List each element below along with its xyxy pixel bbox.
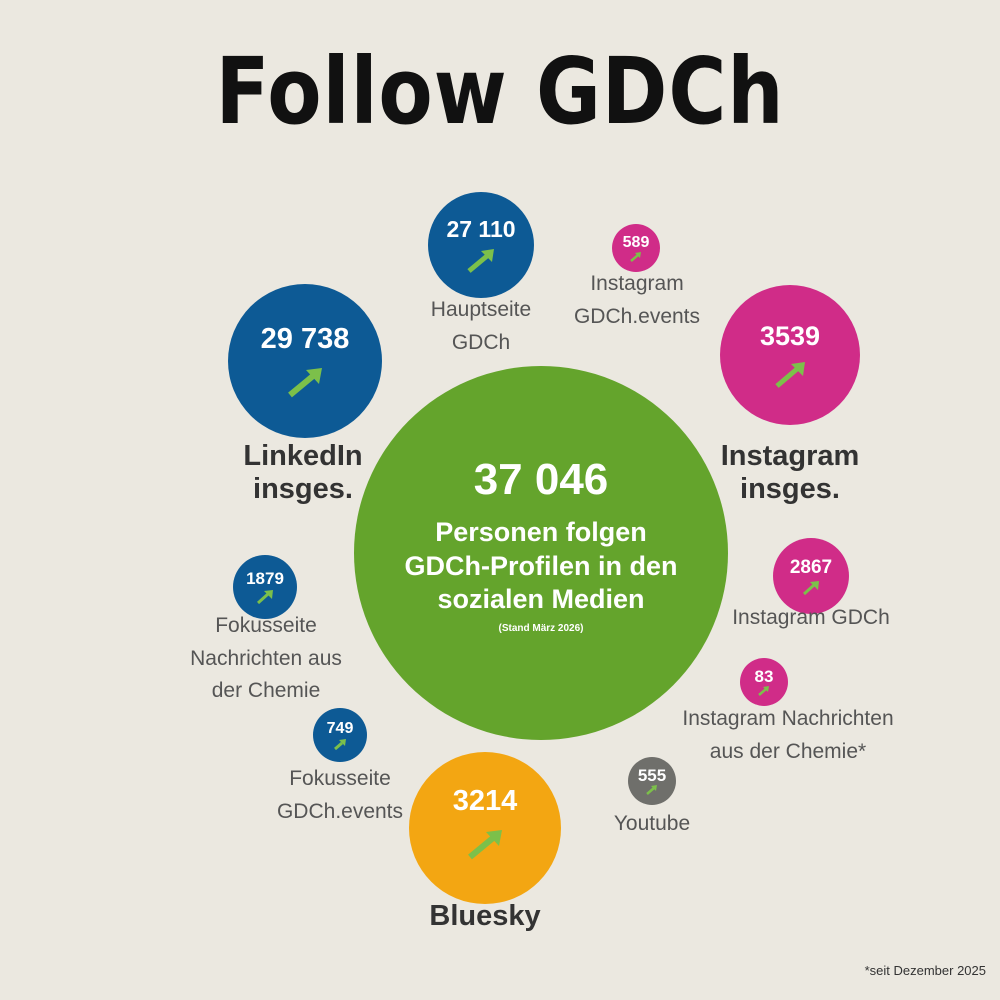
arrow-up-right-icon: [334, 738, 346, 750]
center-note: (Stand März 2026): [498, 623, 584, 635]
instagram-total-label: Instagram insges.: [720, 440, 860, 506]
youtube-label: Youtube: [613, 812, 691, 835]
instagram-events-label: Instagram GDCh.events: [573, 272, 701, 328]
instagram-total-value: 3539: [759, 320, 821, 351]
instagram-total-circle: 3539: [720, 285, 860, 425]
linkedin-total-label: LinkedIn insges.: [243, 440, 363, 506]
linkedin-events-circle: 749: [313, 708, 367, 762]
instagram-events-value: 589: [622, 233, 650, 251]
instagram-gdch-value: 2867: [789, 556, 833, 578]
linkedin-news-label: Fokusseite Nachrichten aus der Chemie: [190, 614, 342, 703]
linkedin-main-circle: 27 110: [428, 192, 534, 298]
center-text-line-3: sozialen Medien: [437, 584, 645, 615]
arrow-up-right-icon: [758, 686, 769, 696]
linkedin-main-value: 27 110: [446, 215, 516, 242]
footnote: *seit Dezember 2025: [864, 963, 986, 978]
arrow-up-right-icon: [288, 367, 322, 397]
arrow-up-right-icon: [468, 829, 502, 859]
bluesky-label: Bluesky: [429, 900, 541, 932]
center-text-line-2: GDCh-Profilen in den: [404, 550, 678, 581]
bluesky-circle: 3214: [409, 752, 561, 904]
linkedin-news-circle: 1879: [233, 555, 297, 619]
page-title: Follow GDCh: [215, 38, 785, 145]
linkedin-total-circle: 29 738: [228, 284, 382, 438]
instagram-news-circle: 83: [740, 658, 788, 706]
linkedin-events-label: Fokusseite GDCh.events: [276, 767, 404, 823]
center-text-line-1: Personen folgen: [435, 516, 647, 547]
arrow-up-right-icon: [630, 251, 641, 262]
arrow-up-right-icon: [256, 590, 273, 604]
arrow-up-right-icon: [467, 248, 494, 273]
linkedin-news-value: 1879: [246, 569, 284, 588]
instagram-gdch-label: Instagram GDCh: [732, 606, 890, 629]
youtube-circle: 555: [628, 757, 676, 805]
instagram-news-label: Instagram Nachrichten aus der Chemie*: [682, 707, 894, 763]
instagram-news-value: 83: [754, 667, 774, 686]
arrow-up-right-icon: [802, 580, 819, 595]
instagram-events-circle: 589: [612, 224, 660, 272]
linkedin-total-value: 29 738: [260, 322, 350, 355]
linkedin-main-label: Hauptseite GDCh: [430, 298, 532, 354]
bluesky-value: 3214: [452, 784, 518, 817]
total-followers-circle: 37 046 Personen folgen GDCh-Profilen in …: [354, 366, 728, 740]
arrow-up-right-icon: [646, 785, 657, 795]
linkedin-events-value: 749: [326, 719, 354, 737]
arrow-up-right-icon: [775, 361, 805, 388]
youtube-value: 555: [637, 766, 667, 785]
instagram-gdch-circle: 2867: [773, 538, 849, 614]
total-followers-value: 37 046: [473, 454, 609, 504]
